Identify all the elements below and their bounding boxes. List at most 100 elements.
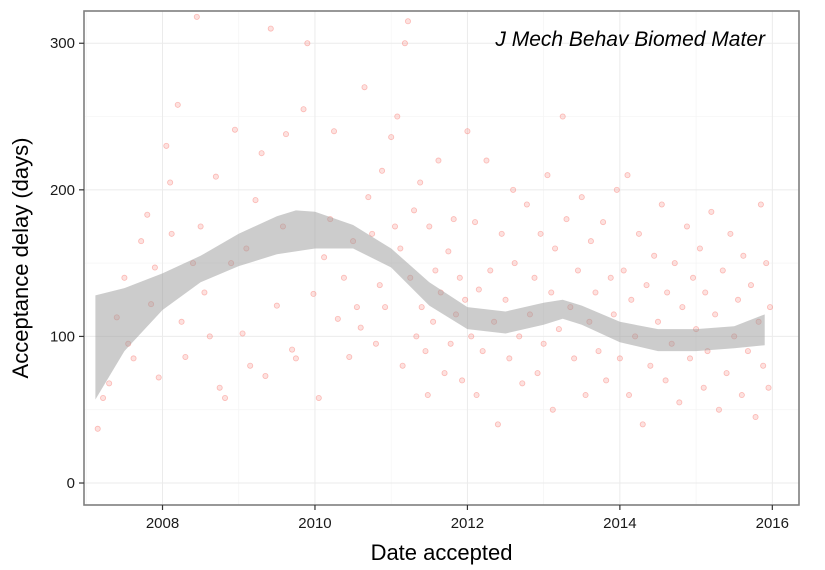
- data-point: [613, 186, 620, 193]
- data-point: [676, 399, 683, 406]
- data-point: [155, 374, 162, 381]
- data-point: [468, 333, 475, 340]
- data-point: [413, 333, 420, 340]
- data-point: [321, 254, 328, 261]
- data-point: [247, 362, 254, 369]
- data-point: [523, 201, 530, 208]
- data-point: [686, 355, 693, 362]
- data-point: [168, 230, 175, 237]
- y-axis-title: Acceptance delay (days): [8, 138, 33, 379]
- data-point: [379, 167, 386, 174]
- data-point: [300, 106, 307, 113]
- data-point: [563, 216, 570, 223]
- data-point: [723, 370, 730, 377]
- data-point: [647, 362, 654, 369]
- data-point: [744, 348, 751, 355]
- data-point: [216, 384, 223, 391]
- data-point: [702, 289, 709, 296]
- data-point: [587, 238, 594, 245]
- y-tick-label: 0: [67, 475, 75, 492]
- data-point: [683, 223, 690, 230]
- axis-ticks: [79, 42, 773, 510]
- data-point: [447, 340, 454, 347]
- data-point: [639, 421, 646, 428]
- data-point: [472, 219, 479, 226]
- smooth-confidence-band: [95, 210, 765, 400]
- data-point: [738, 392, 745, 399]
- data-point: [616, 355, 623, 362]
- data-point: [357, 324, 364, 331]
- data-point: [534, 370, 541, 377]
- data-point: [315, 394, 322, 401]
- data-point: [700, 384, 707, 391]
- data-point: [483, 157, 490, 164]
- data-point: [310, 290, 317, 297]
- data-point: [222, 394, 229, 401]
- data-point: [430, 318, 437, 325]
- data-point: [369, 230, 376, 237]
- data-point: [544, 172, 551, 179]
- data-point: [719, 267, 726, 274]
- data-point: [757, 201, 764, 208]
- data-point: [426, 223, 433, 230]
- data-point: [763, 260, 770, 267]
- data-point: [151, 264, 158, 271]
- data-point: [388, 134, 395, 141]
- data-point: [121, 274, 128, 281]
- data-point: [712, 311, 719, 318]
- data-point: [671, 260, 678, 267]
- data-point: [231, 126, 238, 133]
- plot-panel: [84, 11, 799, 505]
- data-point: [206, 333, 213, 340]
- data-point: [292, 355, 299, 362]
- data-point: [94, 425, 101, 432]
- data-point: [144, 211, 151, 218]
- y-tick-label: 200: [50, 182, 75, 199]
- data-point: [578, 194, 585, 201]
- data-point: [658, 201, 665, 208]
- y-tick-label: 100: [50, 328, 75, 345]
- data-point: [708, 208, 715, 215]
- data-point: [610, 311, 617, 318]
- data-point: [487, 267, 494, 274]
- data-point: [346, 353, 353, 360]
- data-point: [549, 406, 556, 413]
- data-point: [511, 260, 518, 267]
- x-tick-label: 2014: [603, 515, 636, 532]
- data-point: [445, 248, 452, 255]
- data-point: [635, 230, 642, 237]
- data-point: [399, 362, 406, 369]
- x-tick-label: 2008: [146, 515, 179, 532]
- data-point: [401, 40, 408, 47]
- data-point: [459, 377, 466, 384]
- data-point: [258, 150, 265, 157]
- data-point: [571, 355, 578, 362]
- data-point: [450, 216, 457, 223]
- data-point: [506, 355, 513, 362]
- data-point: [130, 355, 137, 362]
- data-point: [531, 274, 538, 281]
- data-point: [592, 289, 599, 296]
- data-point: [494, 421, 501, 428]
- data-point: [178, 318, 185, 325]
- data-point: [516, 333, 523, 340]
- data-point: [282, 131, 289, 138]
- data-point: [620, 267, 627, 274]
- data-point: [502, 296, 509, 303]
- data-point: [197, 223, 204, 230]
- data-point: [267, 25, 274, 32]
- data-point: [498, 230, 505, 237]
- data-point: [559, 113, 566, 120]
- data-point: [365, 194, 372, 201]
- data-point: [174, 101, 181, 108]
- data-point: [182, 353, 189, 360]
- data-point: [582, 392, 589, 399]
- data-point: [212, 173, 219, 180]
- x-tick-label: 2010: [298, 515, 331, 532]
- data-point: [767, 304, 774, 311]
- data-point: [752, 414, 759, 421]
- data-point: [735, 296, 742, 303]
- data-point: [361, 84, 368, 91]
- data-point: [607, 274, 614, 281]
